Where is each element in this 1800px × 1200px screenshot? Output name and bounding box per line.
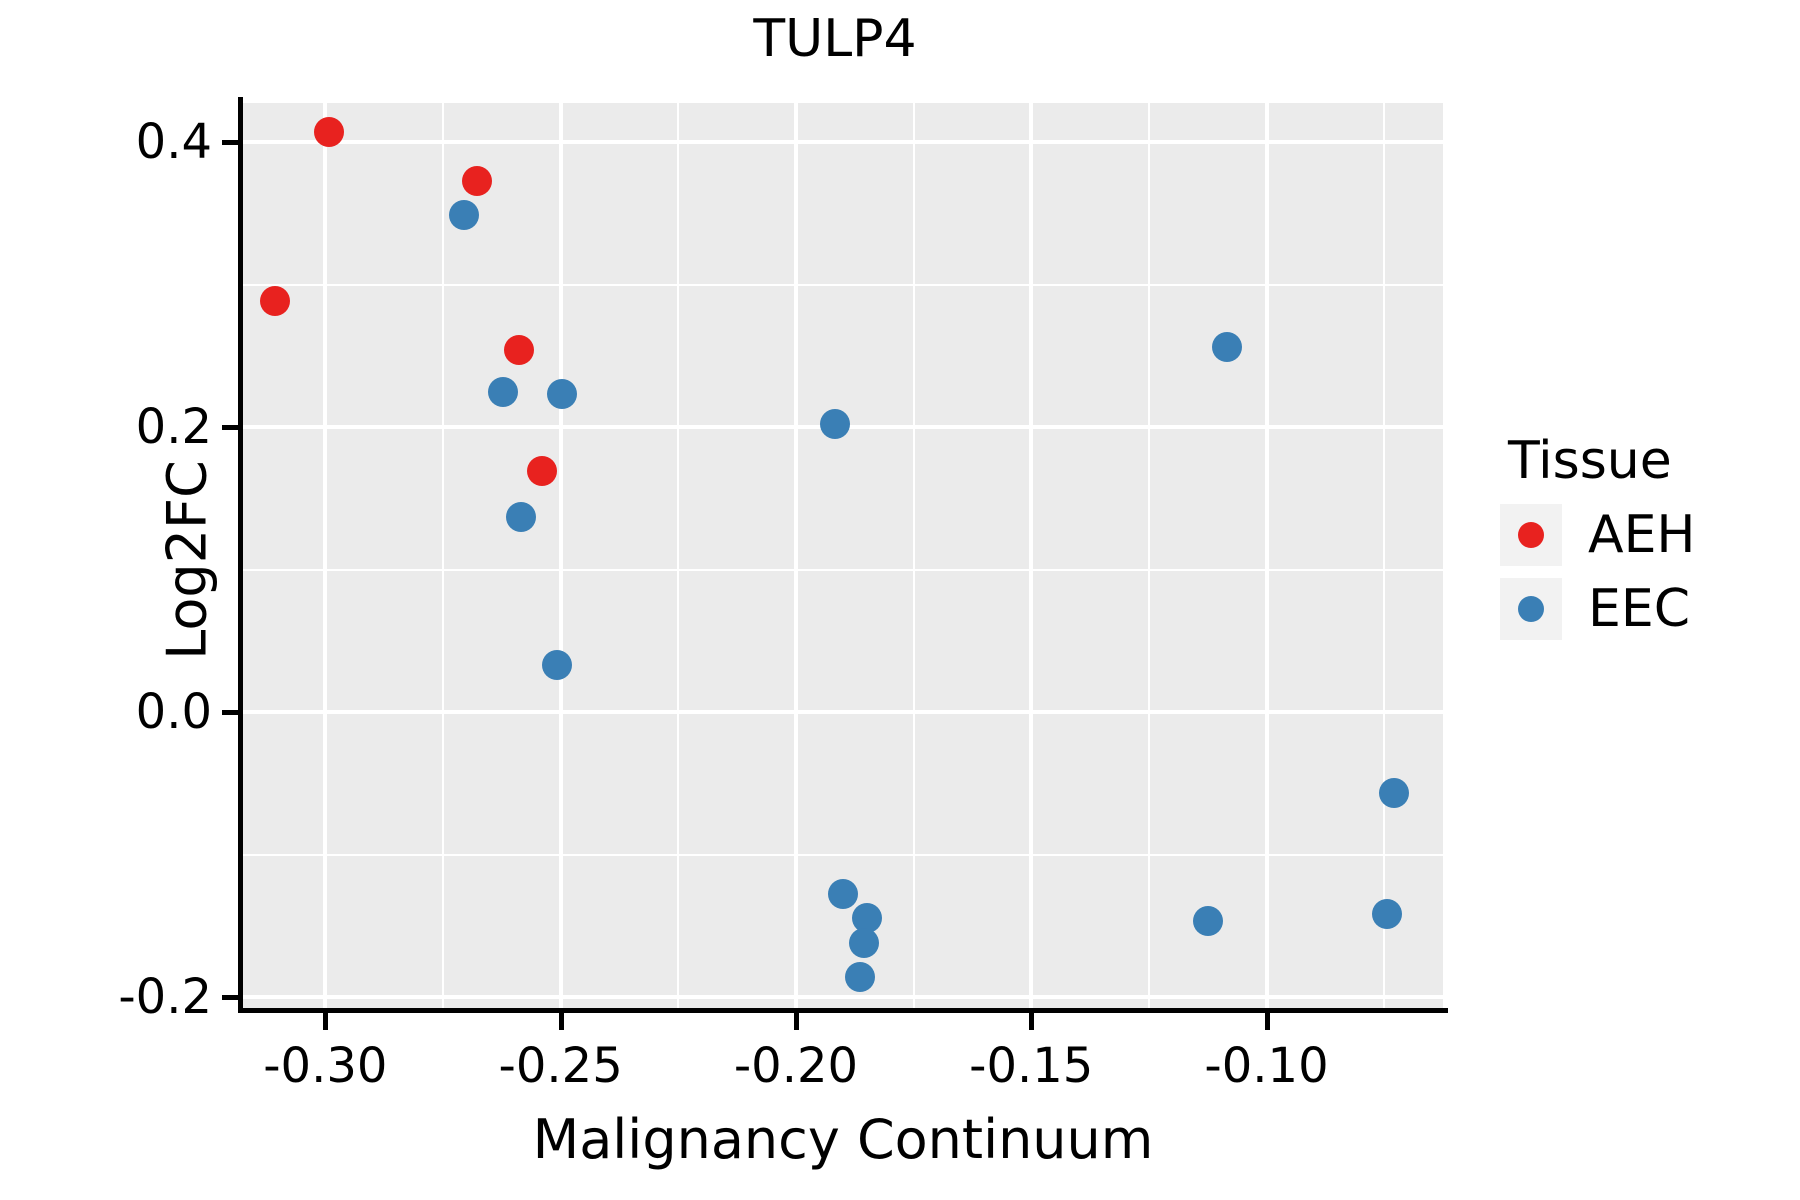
x-axis-label: Malignancy Continuum — [532, 1108, 1154, 1171]
y-tick-mark — [222, 995, 239, 1001]
x-tick-mark — [793, 1013, 799, 1030]
gridline-vertical-major — [558, 103, 563, 1008]
y-tick-label: -0.2 — [118, 969, 212, 1026]
x-tick-label: -0.15 — [969, 1038, 1094, 1094]
data-point-aeh — [461, 165, 492, 196]
data-point-eec — [844, 961, 875, 992]
gridline-horizontal-major — [243, 995, 1443, 1000]
gridline-vertical-minor — [1383, 103, 1386, 1008]
data-point-eec — [848, 927, 879, 958]
data-point-aeh — [313, 116, 344, 147]
data-point-aeh — [503, 335, 534, 366]
gridline-vertical-minor — [677, 103, 680, 1008]
gridline-vertical-major — [1264, 103, 1269, 1008]
data-point-eec — [1212, 332, 1243, 363]
legend-label: AEH — [1588, 505, 1696, 565]
gridline-vertical-major — [793, 103, 798, 1008]
gridline-vertical-minor — [1147, 103, 1150, 1008]
data-point-eec — [448, 200, 479, 231]
legend-item-aeh[interactable]: AEH — [1500, 504, 1790, 566]
y-tick-label: 0.4 — [135, 114, 212, 171]
y-tick-label: 0.0 — [135, 684, 212, 741]
gridline-horizontal-minor — [243, 853, 1443, 856]
y-tick-label: 0.2 — [135, 399, 212, 456]
data-point-eec — [1379, 777, 1410, 808]
data-point-eec — [487, 376, 518, 407]
data-point-eec — [542, 649, 573, 680]
gridline-horizontal-major — [243, 710, 1443, 715]
x-tick-mark — [1264, 1013, 1270, 1030]
data-point-aeh — [527, 456, 558, 487]
x-tick-label: -0.20 — [733, 1038, 859, 1094]
gridline-horizontal-minor — [243, 283, 1443, 286]
x-tick-label: -0.25 — [498, 1038, 623, 1094]
gridline-vertical-major — [1029, 103, 1034, 1008]
x-tick-label: -0.10 — [1204, 1038, 1329, 1094]
page-title: TULP4 — [753, 9, 917, 69]
legend: Tissue AEH EEC — [1500, 430, 1790, 640]
x-tick-mark — [558, 1013, 564, 1030]
gridline-vertical-minor — [912, 103, 915, 1008]
legend-dot-icon — [1518, 522, 1544, 548]
y-tick-mark — [222, 710, 239, 716]
data-point-eec — [505, 501, 536, 532]
legend-key-swatch — [1500, 578, 1562, 640]
y-tick-mark — [222, 140, 239, 146]
data-point-eec — [820, 409, 850, 440]
y-tick-mark — [222, 425, 239, 431]
gridline-horizontal-minor — [243, 568, 1443, 571]
x-tick-mark — [323, 1013, 329, 1030]
data-point-eec — [1192, 906, 1223, 937]
y-axis-label: Log2FC — [155, 460, 219, 660]
x-tick-label: -0.30 — [263, 1038, 388, 1094]
gridline-horizontal-major — [243, 140, 1443, 145]
x-axis-line — [238, 1008, 1448, 1013]
data-point-eec — [1372, 898, 1402, 929]
gridline-vertical-minor — [442, 103, 444, 1008]
legend-entries: AEH EEC — [1500, 504, 1790, 640]
x-tick-mark — [1029, 1013, 1035, 1030]
plot-panel — [243, 103, 1443, 1008]
legend-item-eec[interactable]: EEC — [1500, 578, 1790, 640]
data-point-aeh — [259, 286, 290, 317]
gridline-vertical-major — [323, 103, 328, 1008]
legend-title: Tissue — [1508, 431, 1672, 491]
data-point-eec — [546, 378, 577, 409]
legend-key-swatch — [1500, 504, 1562, 566]
y-axis-line — [238, 97, 243, 1013]
legend-label: EEC — [1588, 579, 1691, 639]
legend-dot-icon — [1518, 596, 1544, 622]
data-point-eec — [828, 878, 858, 909]
